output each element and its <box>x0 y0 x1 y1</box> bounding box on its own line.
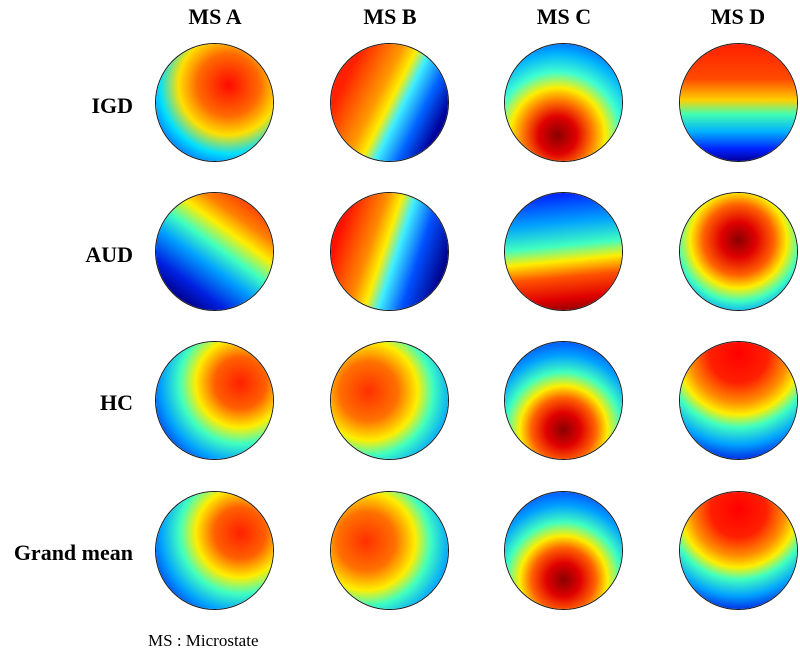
row-label-igd: IGD <box>91 93 133 118</box>
column-header-ms-c: MS C <box>536 4 592 29</box>
topomap-aud-ms-c <box>504 192 623 311</box>
topomap-hc-ms-a <box>155 341 274 460</box>
row-label-aud: AUD <box>85 242 133 267</box>
topomap-grand-mean-ms-a <box>155 491 274 610</box>
topomap-aud-ms-d <box>679 192 798 311</box>
row-label-hc: HC <box>100 390 133 415</box>
column-header-ms-d: MS D <box>710 4 766 29</box>
topomap-grand-mean-ms-c <box>504 491 623 610</box>
topomap-igd-ms-d <box>679 43 798 162</box>
column-header-ms-b: MS B <box>363 4 417 29</box>
topomap-aud-ms-b <box>330 192 449 311</box>
topomap-grand-mean-ms-d <box>679 491 798 610</box>
topomap-hc-ms-d <box>679 341 798 460</box>
column-header-ms-a: MS A <box>188 4 242 29</box>
topomap-hc-ms-c <box>504 341 623 460</box>
topomap-aud-ms-a <box>155 192 274 311</box>
topomap-igd-ms-b <box>330 43 449 162</box>
topomap-grand-mean-ms-b <box>330 491 449 610</box>
topomap-igd-ms-a <box>155 43 274 162</box>
row-label-grand-mean: Grand mean <box>13 540 133 565</box>
topomap-igd-ms-c <box>504 43 623 162</box>
topomap-hc-ms-b <box>330 341 449 460</box>
footnote: MS : Microstate <box>148 631 259 650</box>
